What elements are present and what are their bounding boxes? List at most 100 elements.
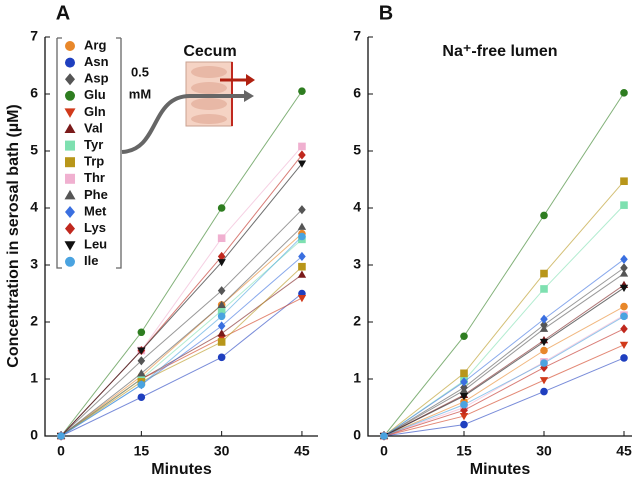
- series-line: [383, 328, 625, 437]
- x-axis-label: Minutes: [151, 461, 212, 478]
- panel-label: B: [379, 2, 393, 24]
- x-tick-label: 15: [134, 443, 150, 459]
- legend-marker: [65, 140, 75, 151]
- marker: [297, 160, 307, 168]
- legend-marker: [65, 222, 75, 235]
- marker: [620, 177, 628, 186]
- marker: [298, 150, 306, 160]
- series-line: [60, 297, 303, 437]
- legend-marker: [65, 173, 75, 184]
- legend-label: Ile: [84, 253, 98, 268]
- x-tick-label: 0: [380, 443, 388, 459]
- marker: [539, 338, 549, 347]
- legend-label: Arg: [84, 37, 106, 52]
- series-line: [383, 344, 625, 437]
- marker: [137, 393, 146, 402]
- marker: [217, 306, 226, 315]
- annotation: 0.5: [131, 64, 149, 79]
- legend-label: Leu: [84, 237, 107, 252]
- marker: [217, 251, 226, 262]
- marker: [540, 363, 548, 373]
- series-line: [383, 273, 625, 437]
- series-line: [383, 315, 625, 437]
- panel-title: Cecum: [183, 43, 236, 60]
- y-tick-label: 3: [353, 256, 361, 272]
- series-line: [383, 204, 625, 437]
- series-line: [383, 306, 625, 437]
- panel-label: A: [56, 2, 70, 24]
- y-tick-label: 2: [353, 313, 361, 329]
- y-axis-label: Concentration in serosal bath (µM): [5, 104, 22, 367]
- y-tick-label: 1: [30, 370, 38, 386]
- legend-marker: [65, 73, 75, 86]
- y-tick-label: 7: [30, 28, 38, 44]
- marker: [620, 89, 628, 97]
- series-line: [60, 238, 303, 437]
- y-tick-label: 7: [353, 28, 361, 44]
- marker: [619, 284, 629, 292]
- series-line: [60, 209, 303, 437]
- legend-marker: [65, 256, 75, 267]
- panel-title: Na⁺-free lumen: [442, 43, 557, 60]
- series-line: [383, 258, 625, 437]
- series-line: [383, 284, 625, 437]
- series-line: [383, 314, 625, 437]
- series-line: [60, 266, 303, 437]
- y-tick-label: 0: [353, 427, 361, 443]
- marker: [460, 377, 468, 387]
- series-line: [383, 357, 625, 437]
- legend-label: Val: [84, 120, 103, 135]
- x-tick-label: 45: [294, 443, 310, 459]
- y-tick-label: 5: [353, 142, 361, 158]
- y-tick-label: 4: [30, 199, 38, 215]
- marker: [540, 211, 548, 220]
- marker: [217, 300, 226, 308]
- marker: [217, 259, 226, 267]
- marker: [620, 354, 628, 362]
- marker: [137, 380, 146, 389]
- marker: [620, 201, 628, 209]
- marker: [217, 286, 226, 296]
- marker: [298, 87, 306, 95]
- marker: [459, 413, 469, 421]
- marker: [620, 254, 628, 264]
- x-tick-label: 45: [616, 443, 632, 459]
- marker: [217, 204, 226, 212]
- marker: [620, 302, 628, 311]
- x-tick-label: 15: [456, 443, 472, 459]
- marker: [619, 341, 629, 349]
- marker: [540, 359, 548, 367]
- legend-label: Glu: [84, 87, 106, 102]
- marker: [459, 393, 469, 401]
- series-line: [383, 92, 625, 437]
- marker: [460, 400, 468, 409]
- series-line: [60, 90, 303, 437]
- y-tick-label: 4: [353, 199, 361, 215]
- marker: [540, 346, 548, 355]
- x-tick-label: 30: [536, 443, 552, 459]
- marker: [137, 356, 146, 366]
- marker: [540, 314, 548, 324]
- marker: [539, 377, 549, 385]
- series-line: [60, 163, 303, 437]
- marker: [297, 295, 307, 303]
- axis: [367, 37, 632, 437]
- marker: [217, 329, 226, 337]
- legend-marker: [65, 90, 75, 101]
- marker: [298, 251, 306, 262]
- y-tick-label: 5: [30, 142, 38, 158]
- legend-marker: [65, 57, 75, 68]
- marker: [217, 321, 226, 331]
- legend-label: Gln: [84, 104, 106, 119]
- legend-label: Met: [84, 203, 107, 218]
- marker: [540, 285, 548, 293]
- legend-marker: [64, 108, 76, 118]
- marker: [217, 312, 226, 321]
- series-line: [60, 226, 303, 437]
- cell-diagram: [56, 37, 255, 269]
- marker: [137, 369, 146, 377]
- marker: [57, 432, 65, 440]
- marker: [460, 405, 468, 415]
- series-line: [383, 180, 625, 437]
